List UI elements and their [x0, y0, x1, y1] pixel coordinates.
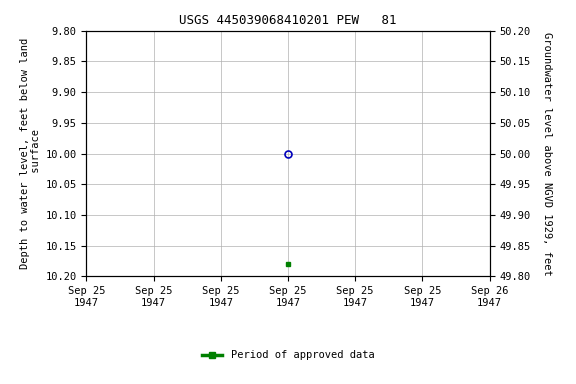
Y-axis label: Depth to water level, feet below land
 surface: Depth to water level, feet below land su…: [20, 38, 41, 269]
Legend: Period of approved data: Period of approved data: [198, 346, 378, 365]
Title: USGS 445039068410201 PEW   81: USGS 445039068410201 PEW 81: [179, 14, 397, 27]
Y-axis label: Groundwater level above NGVD 1929, feet: Groundwater level above NGVD 1929, feet: [541, 32, 552, 275]
